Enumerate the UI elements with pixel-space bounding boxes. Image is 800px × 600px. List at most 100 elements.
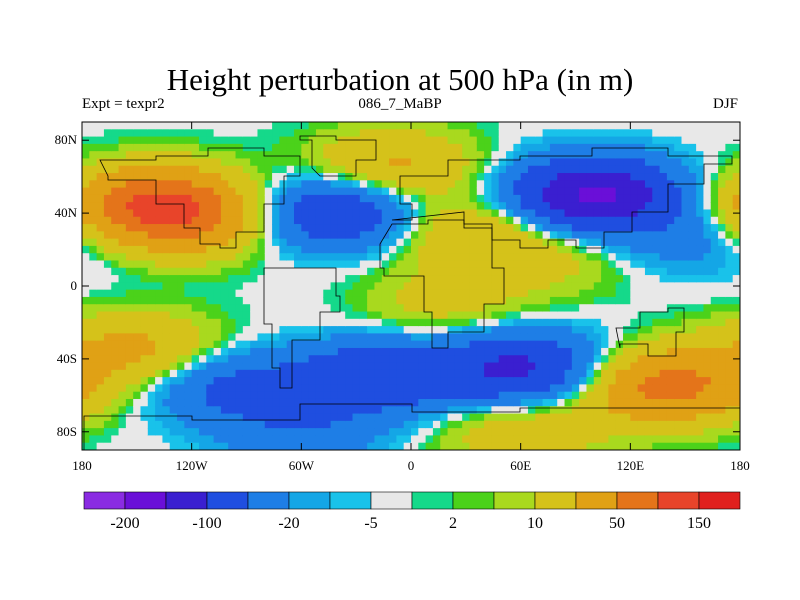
field-cell (630, 245, 639, 254)
field-cell (257, 318, 266, 327)
field-cell (491, 333, 500, 342)
field-cell (527, 194, 536, 203)
field-cell (637, 136, 646, 145)
field-cell (257, 180, 266, 189)
field-cell (330, 318, 339, 327)
field-cell (520, 282, 529, 291)
field-cell (564, 187, 573, 196)
field-cell (623, 391, 631, 400)
field-cell (608, 165, 617, 174)
field-cell (513, 311, 522, 320)
field-cell (272, 296, 280, 305)
field-cell (220, 398, 229, 407)
field-cell (352, 318, 361, 327)
contour-field (82, 122, 740, 450)
field-cell (484, 413, 493, 422)
field-cell (462, 428, 471, 437)
field-cell (133, 333, 142, 342)
field-cell (710, 151, 719, 160)
field-cell (308, 122, 317, 130)
field-cell (133, 245, 142, 254)
field-cell (586, 245, 595, 254)
field-cell (198, 231, 207, 240)
field-cell (681, 391, 690, 400)
field-cell (220, 187, 229, 196)
field-cell (440, 355, 449, 364)
field-cell (323, 275, 332, 283)
field-cell (593, 238, 602, 247)
field-cell (462, 420, 471, 429)
field-cell (206, 238, 215, 247)
field-cell (294, 267, 302, 276)
field-cell (498, 369, 507, 378)
field-cell (571, 202, 580, 211)
field-cell (432, 435, 441, 444)
field-cell (688, 355, 697, 364)
field-cell (703, 151, 712, 160)
field-cell (710, 231, 719, 240)
field-cell (359, 158, 368, 167)
field-cell (454, 420, 463, 429)
field-cell (681, 267, 690, 276)
field-cell (118, 143, 127, 152)
field-cell (674, 289, 683, 298)
field-cell (637, 318, 646, 327)
field-cell (147, 384, 156, 393)
field-cell (96, 406, 105, 415)
field-cell (418, 289, 427, 298)
field-cell (133, 122, 142, 130)
field-cell (367, 289, 376, 298)
field-cell (82, 420, 90, 429)
field-cell (250, 267, 259, 276)
field-cell (389, 194, 397, 203)
field-cell (447, 420, 456, 429)
field-cell (374, 369, 383, 378)
field-cell (308, 435, 317, 444)
field-cell (527, 151, 536, 160)
field-cell (630, 413, 639, 422)
field-cell (659, 165, 668, 174)
field-cell (688, 362, 697, 371)
field-cell (103, 420, 112, 429)
field-cell (213, 304, 222, 313)
field-cell (535, 435, 544, 444)
field-cell (659, 326, 668, 334)
field-cell (593, 340, 602, 349)
field-cell (411, 384, 419, 393)
field-cell (601, 333, 609, 342)
field-cell (301, 129, 310, 138)
field-cell (242, 333, 251, 342)
field-cell (462, 216, 471, 225)
field-cell (301, 122, 310, 130)
field-cell (147, 187, 156, 196)
field-cell (454, 202, 463, 211)
field-cell (228, 275, 237, 283)
field-cell (301, 326, 310, 334)
field-cell (447, 260, 456, 269)
field-cell (542, 355, 551, 364)
field-cell (542, 442, 551, 450)
field-cell (674, 406, 683, 415)
field-cell (703, 129, 712, 138)
field-cell (535, 173, 544, 181)
field-cell (82, 165, 90, 174)
field-cell (264, 136, 273, 145)
field-cell (198, 129, 207, 138)
field-cell (535, 151, 544, 160)
field-cell (491, 151, 500, 160)
field-cell (323, 428, 332, 437)
field-cell (206, 413, 215, 422)
field-cell (652, 406, 661, 415)
field-cell (147, 340, 156, 349)
field-cell (571, 216, 580, 225)
field-cell (425, 231, 434, 240)
field-cell (242, 369, 251, 378)
field-cell (644, 165, 653, 174)
field-cell (659, 282, 668, 291)
field-cell (286, 398, 295, 407)
field-cell (476, 187, 485, 196)
field-cell (666, 122, 675, 130)
field-cell (359, 253, 368, 262)
field-cell (432, 318, 441, 327)
field-cell (89, 253, 98, 262)
